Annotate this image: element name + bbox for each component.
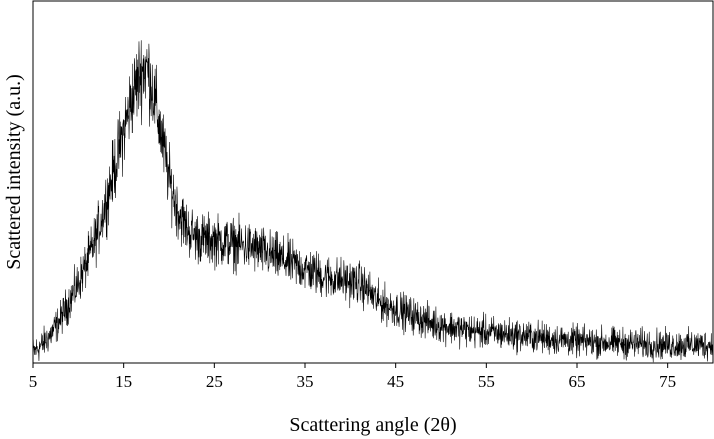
x-tick-label: 25 bbox=[206, 372, 223, 391]
x-axis-ticks: 5 15 25 35 45 55 65 75 bbox=[29, 363, 676, 391]
x-tick-label: 55 bbox=[478, 372, 495, 391]
x-tick-label: 15 bbox=[115, 372, 132, 391]
intensity-series-line bbox=[32, 40, 714, 364]
series-layer bbox=[32, 40, 714, 364]
y-axis-title: Scattered intensity (a.u.) bbox=[3, 74, 25, 270]
x-tick-label: 35 bbox=[297, 372, 314, 391]
x-tick-label: 65 bbox=[569, 372, 586, 391]
x-axis-title: Scattering angle (2θ) bbox=[289, 414, 456, 436]
x-tick-label: 5 bbox=[29, 372, 38, 391]
plot-frame bbox=[32, 0, 714, 364]
x-tick-label: 75 bbox=[659, 372, 676, 391]
x-tick-label: 45 bbox=[387, 372, 404, 391]
